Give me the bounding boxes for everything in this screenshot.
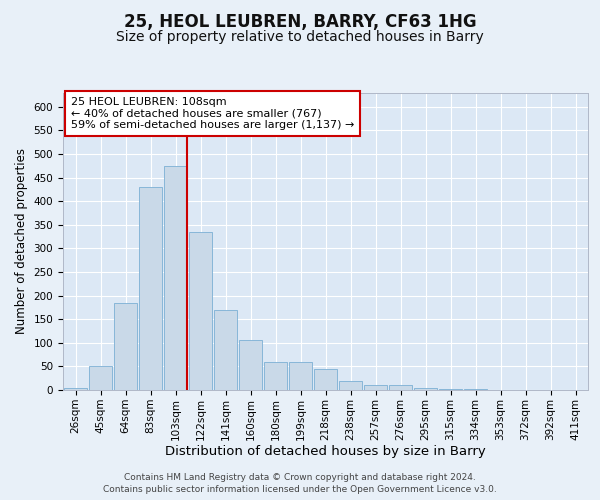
Bar xyxy=(64,388,87,390)
Bar xyxy=(214,310,237,390)
Bar xyxy=(289,362,312,390)
Bar xyxy=(414,388,437,390)
Bar xyxy=(364,386,387,390)
Bar xyxy=(164,166,187,390)
Bar xyxy=(314,369,337,390)
Bar xyxy=(114,302,137,390)
Bar xyxy=(339,380,362,390)
X-axis label: Distribution of detached houses by size in Barry: Distribution of detached houses by size … xyxy=(165,446,486,458)
Text: Contains public sector information licensed under the Open Government Licence v3: Contains public sector information licen… xyxy=(103,485,497,494)
Text: 25 HEOL LEUBREN: 108sqm
← 40% of detached houses are smaller (767)
59% of semi-d: 25 HEOL LEUBREN: 108sqm ← 40% of detache… xyxy=(71,97,354,130)
Text: Contains HM Land Registry data © Crown copyright and database right 2024.: Contains HM Land Registry data © Crown c… xyxy=(124,472,476,482)
Bar xyxy=(389,386,412,390)
Bar xyxy=(139,187,162,390)
Bar xyxy=(264,362,287,390)
Bar xyxy=(189,232,212,390)
Text: 25, HEOL LEUBREN, BARRY, CF63 1HG: 25, HEOL LEUBREN, BARRY, CF63 1HG xyxy=(124,12,476,30)
Bar xyxy=(89,366,112,390)
Bar xyxy=(439,388,462,390)
Bar xyxy=(464,389,487,390)
Y-axis label: Number of detached properties: Number of detached properties xyxy=(15,148,28,334)
Text: Size of property relative to detached houses in Barry: Size of property relative to detached ho… xyxy=(116,30,484,44)
Bar xyxy=(239,340,262,390)
